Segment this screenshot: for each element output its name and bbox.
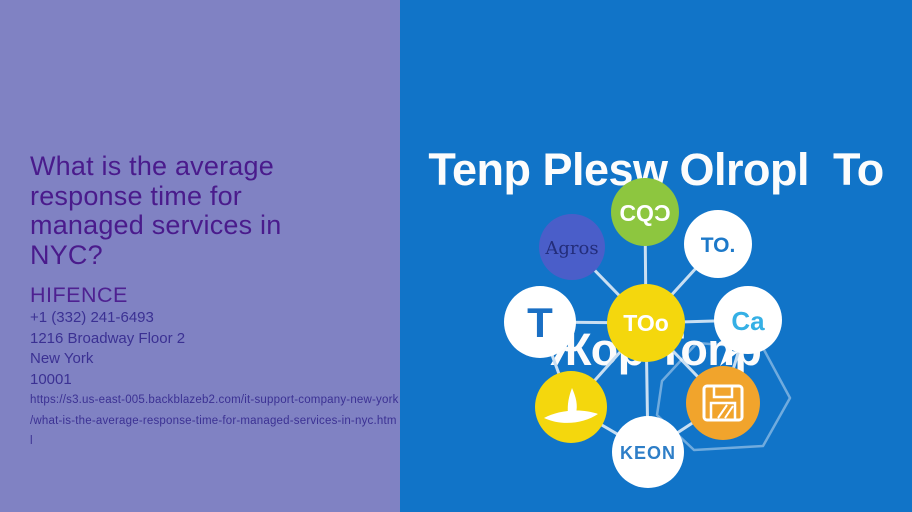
page-url-line: /what-is-the-average-response-time-for-m…	[30, 414, 397, 427]
diagram-node-right: Ca	[714, 286, 782, 366]
company-name: HIFENCE	[30, 283, 128, 307]
hub-spoke-diagram: CQƆ Agros TO. T Ca	[504, 178, 792, 488]
node-center-label: TOo	[623, 310, 669, 336]
node-center-circle	[607, 284, 685, 362]
paper-plane-icon	[544, 388, 598, 423]
diagram-node-center: TOo	[607, 284, 685, 362]
diagram-node-top-right: TO.	[684, 210, 752, 278]
phone-number: +1 (332) 241-6493	[30, 309, 154, 326]
info-panel: What is the average response time for ma…	[0, 0, 400, 512]
node-right-circle	[714, 286, 782, 354]
node-top-left-label: Agros	[544, 238, 598, 259]
hero-title-line-1: Tenp Plesw Olropl To	[428, 144, 884, 195]
node-left-label: T	[527, 299, 553, 346]
node-bottom-circle	[612, 416, 684, 488]
zip-code: 10001	[30, 370, 72, 388]
street-address: 1216 Broadway Floor 2	[30, 329, 186, 347]
node-top-right-circle	[684, 210, 752, 278]
diagram-node-top: CQƆ	[611, 178, 679, 246]
diagram-node-bottom: KEON	[612, 416, 684, 488]
page-title-line: response time for	[30, 180, 242, 211]
page-url-link[interactable]: https://s3.us-east-005.backblazeb2.com/i…	[30, 390, 399, 452]
node-bottom-label: KEON	[620, 443, 676, 463]
page-title: What is the average response time for ma…	[30, 151, 380, 270]
node-top-right-label: TO.	[701, 234, 736, 257]
node-top-circle	[611, 178, 679, 246]
diagram-node-bottom-left	[535, 371, 607, 443]
speech-tail	[720, 350, 738, 366]
page-url-line: https://s3.us-east-005.backblazeb2.com/i…	[30, 394, 399, 406]
page-title-line: What is the average	[30, 151, 274, 181]
diagram-node-left: T	[504, 286, 576, 358]
node-top-left-circle	[539, 214, 605, 280]
page-url-line: l	[30, 435, 33, 447]
page-title-line: NYC?	[30, 239, 103, 270]
page-title-line: managed services in	[30, 210, 282, 240]
diagram-node-top-left: Agros	[539, 214, 605, 280]
node-left-circle	[504, 286, 576, 358]
node-right-label: Ca	[731, 306, 765, 336]
illustration-panel: Tenp Plesw Olropl To Жop Tonp	[400, 0, 912, 512]
node-top-label: CQƆ	[619, 200, 670, 226]
city: New York	[30, 350, 94, 367]
contact-block: +1 (332) 241-6493 1216 Broadway Floor 2 …	[30, 308, 185, 390]
floppy-disk-icon	[702, 384, 744, 422]
diagram-node-bottom-right	[686, 366, 760, 440]
